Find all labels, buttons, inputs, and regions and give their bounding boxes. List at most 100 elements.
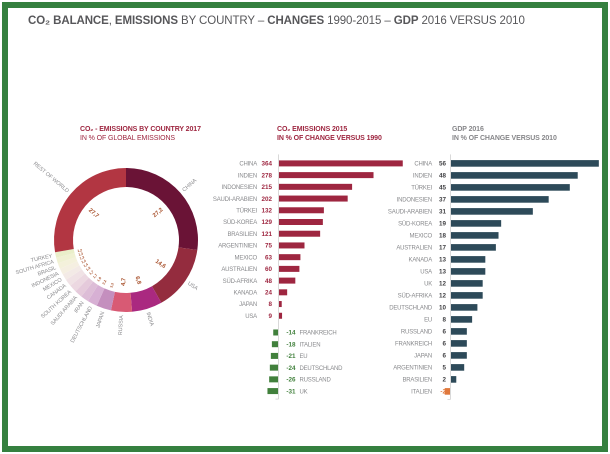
bar-value-eu: -21 (286, 353, 296, 360)
donut-slice-rest-of-world (54, 168, 126, 253)
bar-label-russland: RUSSLAND (401, 330, 433, 336)
bar-s-d-afrika (279, 277, 296, 284)
bar-eu (270, 352, 278, 359)
donut-slice-canada (66, 269, 86, 286)
donut-value-brasil: 1,3 (79, 255, 85, 260)
donut-value-japan: 3,3 (109, 282, 114, 288)
bar-value-mexico: 63 (265, 254, 273, 261)
bar-label-italien: ITALIEN (300, 342, 321, 348)
gdp-chart-title: GDP 2016 IN % OF CHANGE VERSUS 2010 (452, 125, 557, 143)
bar-label-brasilien: BRASILIEN (227, 232, 257, 238)
bar-label-indonesien: INDONESIEN (222, 185, 257, 191)
donut-value-india: 6,8 (134, 276, 142, 286)
bar-deutschland (451, 304, 478, 311)
donut-slice-indonesia (59, 261, 80, 275)
bar-value-indonesien: 37 (439, 197, 447, 204)
bar-label-eu: EU (424, 318, 432, 324)
page-title-part: CO₂ BALANCE (28, 15, 109, 27)
bar-brasilien (279, 230, 321, 237)
bar-russland (451, 328, 467, 335)
bar-value-italien: -18 (286, 341, 296, 348)
bar-label-uk: UK (424, 282, 432, 288)
bar-frankreich (273, 329, 278, 336)
donut-value-deutschland: 2,2 (102, 279, 108, 285)
bar-label-china: CHINA (414, 162, 432, 168)
bar-value-indonesien: 215 (261, 184, 272, 191)
bar-value-indien: 48 (439, 173, 447, 180)
bar-value-russland: 6 (442, 329, 446, 336)
donut-slice-japan (96, 288, 115, 311)
bar-value-kanada: 13 (439, 257, 447, 264)
bar-label-brasilien: BRASILIEN (402, 378, 432, 384)
donut-slice-mexico (62, 265, 82, 280)
donut-label-japan: JAPAN (95, 311, 106, 329)
donut-chart: CHINA27,2USA14,6INDIA6,8RUSSIA4,7JAPAN3,… (15, 161, 199, 344)
donut-slice-brasil (57, 257, 78, 269)
bar-uk (267, 388, 278, 395)
bar-label-usa: USA (245, 314, 257, 320)
bar-label-saudi-arabien: SAUDI-ARABIEN (213, 197, 257, 203)
bar-australien (451, 244, 496, 251)
donut-value-russia: 4,7 (121, 278, 127, 286)
bar-value-argentinien: 75 (265, 243, 273, 250)
donut-label-india: INDIA (145, 312, 155, 328)
emissions-subtitle-line: IN % OF CHANGE VERSUS 1990 (277, 135, 382, 142)
bar-value-t-rkei: 132 (261, 207, 272, 214)
bar-label-s-d-korea: SÜD-KOREA (223, 219, 257, 226)
donut-slice-south-africa (56, 252, 76, 264)
bar-value-kanada: 24 (265, 290, 273, 297)
bar-value-eu: 8 (442, 317, 446, 324)
bar-label-australien: AUSTRALIEN (396, 246, 432, 252)
bar-value-uk: 12 (439, 281, 447, 288)
donut-label-usa: USA (186, 281, 199, 292)
bar-label-usa: USA (420, 270, 432, 276)
bar-saudi-arabien (451, 208, 533, 215)
donut-value-south-korea: 1,7 (88, 269, 94, 275)
page-title-part: 2016 VERSUS 2010 (418, 15, 525, 27)
bar-label-indien: INDIEN (238, 173, 257, 179)
bar-label-argentinien: ARGENTINIEN (393, 366, 432, 372)
bar-s-d-korea (279, 219, 323, 225)
bar-value-argentinien: 5 (442, 365, 446, 372)
bar-value-italien: -2 (440, 389, 446, 396)
donut-value-indonesia: 1,4 (81, 259, 87, 265)
donut-value-mexico: 1,4 (83, 262, 89, 268)
bar-japan (279, 301, 282, 308)
donut-slice-iran (81, 281, 98, 302)
bar-label-argentinien: ARGENTINIEN (218, 244, 257, 250)
bar-s-d-korea (451, 220, 502, 227)
donut-value-rest-of-world: 27,7 (87, 208, 100, 220)
bar-value-s-d-afrika: 12 (439, 293, 447, 300)
bar-value-china: 56 (439, 161, 447, 168)
bar-label-china: CHINA (239, 162, 257, 168)
bar-label-australien: AUSTRALIEN (221, 267, 257, 273)
bar-value-saudi-arabien: 31 (439, 209, 447, 216)
donut-slice-usa (151, 247, 198, 303)
donut-value-china: 27,2 (152, 207, 164, 219)
page-title-part: EMISSIONS (114, 15, 178, 27)
gdp-subtitle-line: IN % OF CHANGE VERSUS 2010 (452, 135, 557, 142)
donut-title-line: CO₂ - EMISSIONS BY COUNTRY 2017 (80, 126, 201, 133)
bar-italien (444, 388, 450, 395)
bar-value-s-d-korea: 129 (261, 219, 272, 226)
bar-label-s-d-afrika: SÜD-AFRIKA (398, 293, 433, 300)
donut-value-saudi-arabia: 1,7 (92, 273, 98, 279)
bar-argentinien (279, 242, 305, 249)
bar-label-indonesien: INDONESIEN (397, 198, 432, 204)
bar-value-russland: -26 (286, 377, 296, 384)
bar-argentinien (451, 364, 465, 371)
bar-mexico (451, 232, 499, 239)
bar-china (279, 160, 403, 167)
bar-t-rkei (279, 207, 324, 214)
emissions-chart-title: CO₂ EMISSIONS 2015 IN % OF CHANGE VERSUS… (277, 125, 382, 143)
bar-label-uk: UK (300, 389, 308, 395)
bar-label-russland: RUSSLAND (300, 378, 332, 384)
donut-slice-india (130, 286, 162, 312)
bar-value-usa: 9 (268, 313, 272, 320)
donut-slice-china (126, 168, 198, 251)
bar-label-t-rkei: TÜRKEI (236, 207, 257, 214)
bar-russland (269, 376, 278, 383)
bar-value-usa: 13 (439, 269, 447, 276)
donut-value-turkey: 1,2 (77, 248, 83, 253)
bar-value-mexico: 18 (439, 233, 447, 240)
